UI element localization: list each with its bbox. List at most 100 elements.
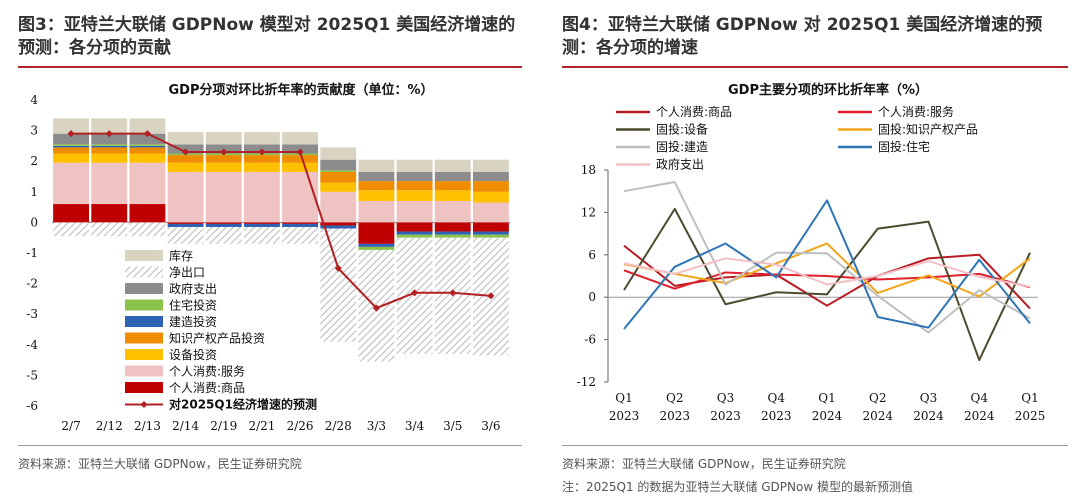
forecast-point — [372, 304, 380, 312]
x-tick-label: Q2 — [869, 391, 886, 405]
bar-structures — [358, 243, 395, 247]
forecast-point — [258, 148, 266, 156]
bar-inventory — [358, 159, 395, 172]
y-tick-label: 0 — [30, 215, 38, 229]
legend-label: 固投:知识产权产品 — [878, 122, 978, 137]
bar-structures — [472, 231, 509, 235]
bar-government — [396, 171, 433, 182]
bar-ip — [396, 181, 433, 191]
bar-goods — [434, 222, 471, 232]
bar-services — [129, 162, 166, 205]
x-tick-label: 2/12 — [96, 419, 123, 433]
forecast-point — [296, 148, 304, 156]
x-tick-label: 3/3 — [367, 419, 386, 433]
bar-ip — [167, 155, 204, 163]
bar-structures — [167, 223, 204, 227]
forecast-point — [411, 289, 419, 297]
bar-equipment — [396, 190, 433, 201]
bar-equipment — [91, 153, 128, 163]
bar-ip — [53, 147, 90, 154]
bar-ip — [205, 155, 242, 163]
bar-equipment — [205, 162, 242, 172]
y-tick-label: -6 — [26, 399, 38, 413]
x-tick-label: 2023 — [609, 409, 640, 423]
forecast-point — [143, 130, 151, 138]
bar-goods — [472, 222, 509, 232]
legend-label-structures: 建造投资 — [169, 314, 217, 329]
y-tick-label: 6 — [588, 248, 596, 262]
bar-goods — [282, 222, 319, 224]
bar-inventory — [53, 118, 90, 134]
x-tick-label: 2024 — [964, 409, 995, 423]
legend-label-residential: 住宅投资 — [169, 298, 217, 313]
bar-structures — [243, 223, 280, 227]
bar-residential — [358, 246, 395, 250]
bar-net_exports — [91, 222, 128, 237]
bar-ip — [91, 147, 128, 154]
forecast-point — [487, 292, 495, 300]
bar-government — [91, 133, 128, 145]
series-line — [623, 199, 1031, 330]
x-tick-label: 2023 — [710, 409, 741, 423]
figure-3-source: 资料来源：亚特兰大联储 GDPNow，民生证券研究院 — [18, 457, 302, 471]
y-tick-label: -4 — [26, 338, 38, 352]
x-tick-label: 2/19 — [210, 419, 237, 433]
legend-label: 个人消费:服务 — [878, 104, 954, 119]
x-tick-label: 2/7 — [61, 419, 80, 433]
legend-swatch-goods — [125, 382, 163, 393]
x-tick-label: 2024 — [812, 409, 843, 423]
bar-structures — [282, 223, 319, 227]
bar-equipment — [320, 182, 357, 192]
bar-government — [53, 133, 90, 145]
bar-ip — [320, 171, 357, 183]
bar-services — [396, 200, 433, 223]
x-tick-label: Q4 — [768, 391, 786, 405]
x-tick-label: Q2 — [666, 391, 683, 405]
forecast-point — [334, 264, 342, 272]
bar-structures — [53, 145, 90, 148]
bar-inventory — [205, 132, 242, 145]
bar-government — [358, 171, 395, 182]
legend-label-equipment: 设备投资 — [169, 347, 217, 362]
y-tick-label: 12 — [581, 205, 596, 219]
bar-services — [320, 191, 357, 223]
legend-swatch-residential — [125, 299, 163, 311]
legend-label: 固投:设备 — [656, 122, 708, 137]
bar-residential — [129, 144, 166, 146]
bar-services — [53, 162, 90, 205]
bar-net_exports — [167, 226, 204, 244]
x-tick-label: 3/4 — [405, 419, 425, 433]
right-panel: 图4：亚特兰大联储 GDPNow 对 2025Q1 美国经济增速的预测：各分项的… — [548, 0, 1070, 499]
y-tick-label: 2 — [30, 154, 38, 168]
bar-residential — [53, 144, 90, 146]
bar-goods — [167, 222, 204, 224]
bar-net_exports — [129, 222, 166, 237]
bar-inventory — [91, 118, 128, 134]
x-tick-label: 2023 — [659, 409, 690, 423]
bar-structures — [434, 231, 471, 235]
x-tick-label: 2/14 — [172, 419, 199, 433]
bar-goods — [320, 222, 357, 226]
legend-swatch-equipment — [125, 349, 163, 360]
bar-services — [282, 171, 319, 223]
bar-government — [129, 133, 166, 145]
bar-ip — [282, 155, 319, 163]
source-rule — [18, 445, 522, 446]
series-line — [623, 269, 1031, 290]
bar-equipment — [129, 153, 166, 163]
legend-label-inventory: 库存 — [169, 248, 193, 263]
bar-inventory — [282, 132, 319, 145]
chart-title: GDP分项对环比折年率的贡献度（单位：%） — [168, 82, 433, 98]
bar-government — [472, 171, 509, 182]
forecast-point — [449, 289, 457, 297]
figure-4-title: 图4：亚特兰大联储 GDPNow 对 2025Q1 美国经济增速的预测：各分项的… — [562, 15, 1043, 58]
bar-net_exports — [205, 226, 242, 244]
legend-swatch-forecast-marker — [140, 400, 148, 409]
source-rule — [562, 445, 1068, 446]
legend-label-ip: 知识产权产品投资 — [169, 331, 265, 346]
bar-inventory — [167, 132, 204, 145]
legend-label: 个人消费:商品 — [656, 104, 732, 119]
y-tick-label: -12 — [577, 375, 596, 389]
bar-goods — [358, 222, 395, 244]
